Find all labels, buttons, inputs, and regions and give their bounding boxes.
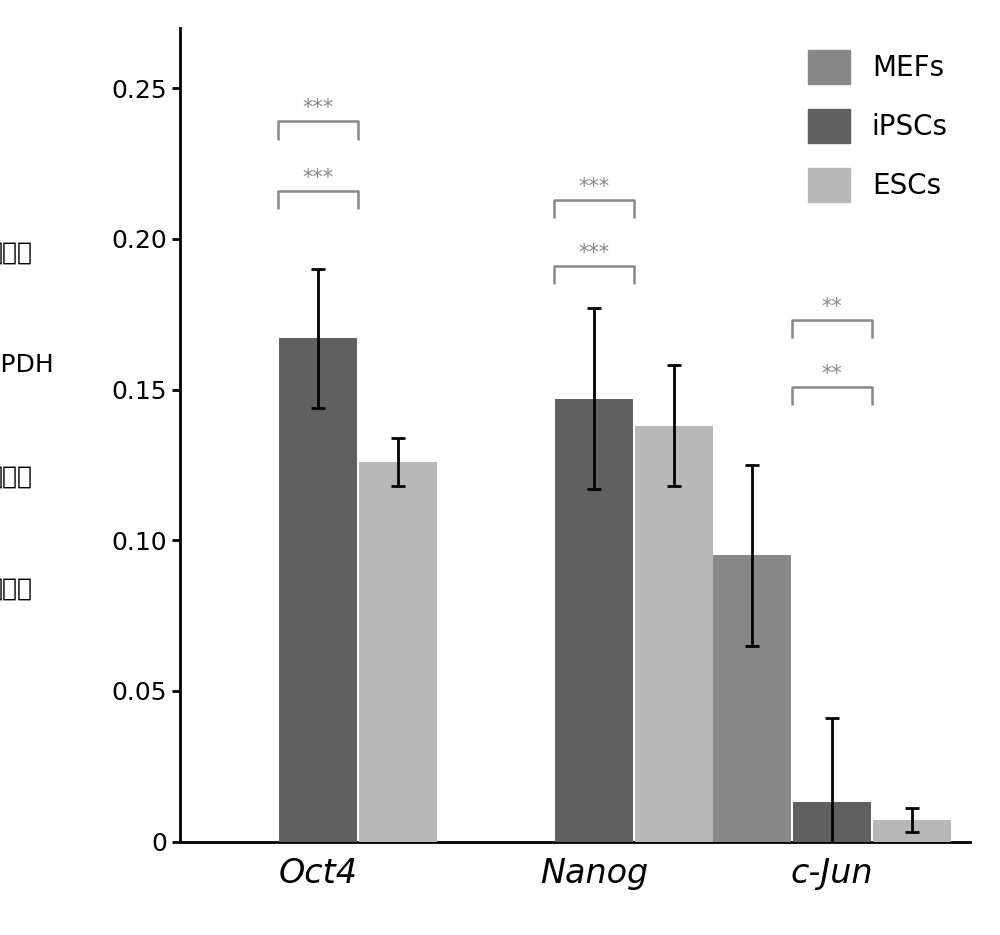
Bar — [555, 398, 633, 842]
Bar — [793, 802, 871, 842]
Text: 相对于: 相对于 — [0, 240, 32, 265]
Text: **: ** — [822, 297, 842, 317]
Text: GAPDH: GAPDH — [0, 352, 55, 377]
Text: ***: *** — [302, 98, 333, 119]
Bar — [635, 425, 713, 842]
Text: 表达量: 表达量 — [0, 577, 32, 601]
Text: ***: *** — [578, 243, 609, 263]
Legend: MEFs, iPSCs, ESCs: MEFs, iPSCs, ESCs — [800, 42, 956, 210]
Text: **: ** — [822, 364, 842, 383]
Bar — [873, 820, 951, 842]
Text: ***: *** — [578, 177, 609, 196]
Bar — [713, 555, 791, 842]
Bar — [279, 338, 357, 842]
Bar — [359, 462, 437, 842]
Text: 的相对: 的相对 — [0, 465, 32, 489]
Text: ***: *** — [302, 167, 333, 188]
